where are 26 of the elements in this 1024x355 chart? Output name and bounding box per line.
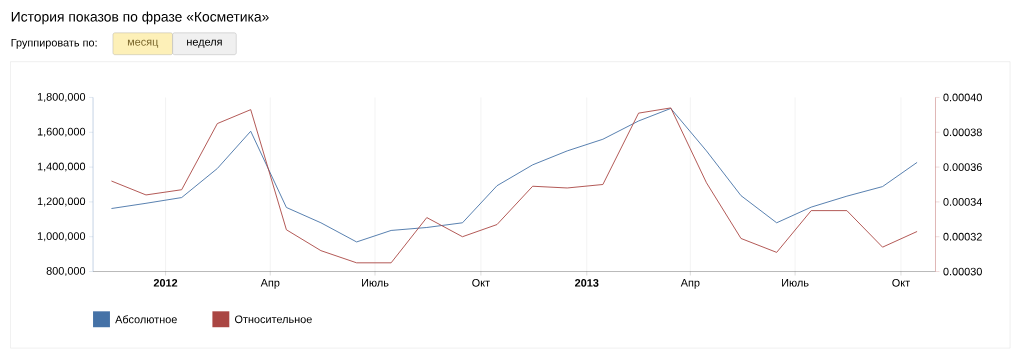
y-tick-label: 1,800,000 xyxy=(37,92,86,102)
y2-tick-label: 0.00040 xyxy=(943,93,982,102)
y-tick-label: 1,200,000 xyxy=(37,197,86,207)
legend-label: Абсолютное xyxy=(115,315,177,324)
x-tick-label: Окт xyxy=(472,278,490,287)
x-tick-label: Окт xyxy=(892,278,910,287)
y-tick-label: 1,600,000 xyxy=(37,127,86,137)
x-tick-label: 2012 xyxy=(153,278,178,287)
y-tick-label: 800,000 xyxy=(46,267,86,277)
x-tick-label: Апр xyxy=(680,278,700,289)
y2-tick-label: 0.00032 xyxy=(943,232,982,241)
text: Группировать по: xyxy=(11,38,97,49)
y-tick-label: 1,400,000 xyxy=(37,162,86,172)
text: неделя xyxy=(187,39,222,48)
legend-label: Относительное xyxy=(234,315,312,324)
y2-tick-label: 0.00034 xyxy=(943,198,983,206)
x-tick-label: 2013 xyxy=(575,278,599,287)
x-tick-label: Июль xyxy=(782,278,809,287)
y2-tick-label: 0.00030 xyxy=(943,267,982,276)
x-tick-label: Апр xyxy=(260,278,280,289)
x-tick-label: Июль xyxy=(362,278,389,287)
y2-tick-label: 0.00036 xyxy=(943,163,982,171)
chart-title: История показов по фразе «Косметика» xyxy=(11,11,269,25)
y2-tick-label: 0.00038 xyxy=(943,128,982,137)
y-tick-label: 1,000,000 xyxy=(37,232,86,242)
text: месяц xyxy=(127,39,159,48)
